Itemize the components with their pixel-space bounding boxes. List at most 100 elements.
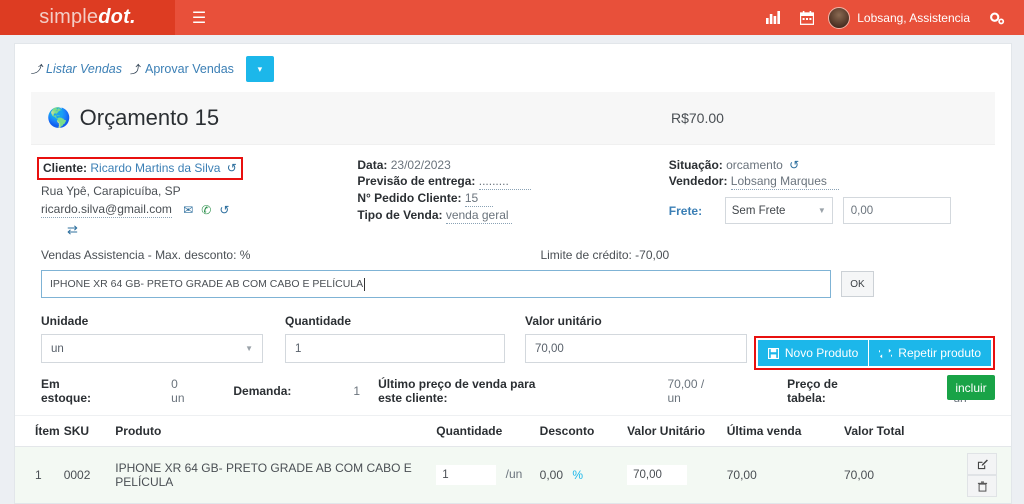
col-header-item: Ítem	[15, 416, 64, 447]
client-name-link[interactable]: Ricardo Martins da Silva	[90, 161, 221, 175]
breadcrumb-label: Aprovar Vendas	[144, 62, 234, 76]
product-fields-row: Unidade un ▼ Quantidade 1 Valor unitário…	[15, 298, 1011, 363]
col-header-produto: Produto	[115, 416, 437, 447]
breadcrumb-item-listar-vendas[interactable]: ⤴ Listar Vendas	[31, 61, 122, 77]
delivery-forecast-row: Previsão de entrega: .........	[357, 173, 668, 190]
order-details-column: Data: 23/02/2023 Previsão de entrega: ..…	[357, 157, 668, 238]
repetir-produto-button[interactable]: Repetir produto	[868, 340, 991, 366]
items-table: Ítem SKU Produto Quantidade Desconto Val…	[15, 416, 1011, 503]
cell-produto: IPHONE XR 64 GB- PRETO GRADE AB COM CABO…	[115, 461, 412, 489]
row-discount-value[interactable]: 0,00	[539, 468, 564, 482]
repetir-produto-label: Repetir produto	[898, 346, 981, 360]
sale-type-value[interactable]: venda geral	[445, 207, 512, 224]
col-header-actions	[963, 416, 1011, 447]
search-ok-button[interactable]: OK	[841, 271, 874, 297]
document-total: R$70.00	[671, 110, 724, 126]
unit-price-input[interactable]: 70,00	[525, 334, 747, 363]
sale-type-label: Tipo de Venda:	[357, 208, 443, 222]
row-discount-unit: %	[572, 468, 584, 482]
table-price-label: Preço de tabela:	[787, 377, 838, 405]
novo-produto-label: Novo Produto	[784, 346, 859, 360]
cell-ultima-venda: 70,00	[726, 468, 757, 482]
freight-label: Frete:	[668, 203, 703, 218]
items-table-header-row: Ítem SKU Produto Quantidade Desconto Val…	[15, 416, 1011, 447]
history-icon[interactable]: ↺	[226, 161, 237, 175]
client-label: Cliente:	[43, 161, 88, 175]
breadcrumb-dropdown-button[interactable]: ▾	[245, 56, 274, 82]
client-order-number-row: N° Pedido Cliente: 15	[357, 190, 668, 207]
situation-row: Situação: orcamento ↺	[669, 157, 995, 173]
row-unit-value-input[interactable]: 70,00	[627, 465, 688, 485]
quantity-input[interactable]: 1	[285, 334, 505, 363]
freight-select[interactable]: Sem Frete ▼	[724, 197, 833, 224]
cell-valor-total: 70,00	[844, 468, 875, 482]
product-search-input[interactable]: IPHONE XR 64 GB- PRETO GRADE AB COM CABO…	[41, 270, 831, 298]
avatar[interactable]	[828, 6, 851, 29]
table-row: 1 0002 IPHONE XR 64 GB- PRETO GRADE AB C…	[15, 446, 1011, 504]
client-email-row: ricardo.silva@gmail.com ✉ ✆ ↺	[41, 201, 357, 218]
unit-select-value: un	[51, 342, 64, 355]
unit-select[interactable]: un ▼	[41, 334, 263, 363]
quantity-field: Quantidade 1	[285, 314, 505, 363]
product-search-row: IPHONE XR 64 GB- PRETO GRADE AB COM CABO…	[15, 262, 1011, 298]
seller-row: Vendedor: Lobsang Marques	[669, 173, 995, 190]
client-info-column: Cliente: Ricardo Martins da Silva ↺ Rua …	[31, 157, 357, 238]
content-panel: ⤴ Listar Vendas ⤴ Aprovar Vendas ▾ 🌎 Orç…	[14, 43, 1012, 504]
freight-row: Frete: Sem Frete ▼ 0,00	[669, 197, 995, 224]
order-date-row: Data: 23/02/2023	[357, 157, 668, 173]
incluir-button[interactable]: incluir	[947, 375, 995, 400]
order-info-row: Cliente: Ricardo Martins da Silva ↺ Rua …	[15, 145, 1011, 242]
breadcrumb-label: Listar Vendas	[46, 62, 122, 76]
cell-item: 1	[35, 468, 42, 482]
client-address: Rua Ypê, Carapicuíba, SP	[41, 184, 181, 198]
max-discount-label: Vendas Assistencia - Max. desconto: %	[41, 248, 251, 262]
freight-value-input[interactable]: 0,00	[842, 197, 951, 224]
product-search-value: IPHONE XR 64 GB- PRETO GRADE AB COM CABO…	[50, 278, 364, 290]
hamburger-icon[interactable]: ☰	[191, 9, 207, 27]
app-logo[interactable]: simple dot.	[0, 0, 175, 35]
edit-pencil-icon[interactable]	[967, 453, 997, 475]
whatsapp-icon[interactable]: ✆	[201, 202, 212, 217]
top-navbar: simple dot. ☰ Lobsang, Assistencia	[0, 0, 1024, 35]
seller-label: Vendedor:	[668, 174, 728, 188]
status-column: Situação: orcamento ↺ Vendedor: Lobsang …	[669, 157, 995, 238]
breadcrumb-item-aprovar-vendas[interactable]: ⤴ Aprovar Vendas	[130, 61, 234, 77]
freight-select-value: Sem Frete	[731, 204, 786, 217]
situation-value: orcamento	[726, 158, 783, 172]
page-title: 🌎 Orçamento 15	[31, 105, 671, 131]
history-icon[interactable]: ↺	[789, 158, 800, 172]
trash-icon[interactable]	[967, 475, 997, 497]
col-header-valor-total: Valor Total	[844, 416, 963, 447]
logo-text-bold: dot.	[98, 6, 136, 28]
gears-icon[interactable]	[980, 0, 1014, 35]
chart-bar-icon[interactable]	[756, 0, 790, 35]
col-header-ultima-venda: Última venda	[726, 416, 844, 447]
row-quantity-input[interactable]: 1	[436, 465, 497, 485]
cell-sku: 0002	[63, 468, 91, 482]
envelope-icon[interactable]: ✉	[183, 202, 194, 217]
novo-produto-button[interactable]: Novo Produto	[757, 340, 869, 366]
col-header-desconto: Desconto	[539, 416, 628, 447]
page-body: ⤴ Listar Vendas ⤴ Aprovar Vendas ▾ 🌎 Orç…	[0, 35, 1024, 504]
client-contact-icons: ✉ ✆ ↺	[180, 202, 229, 218]
seller-value[interactable]: Lobsang Marques	[730, 173, 839, 190]
client-name-highlight: Cliente: Ricardo Martins da Silva ↺	[37, 157, 243, 180]
chevron-down-icon: ▼	[245, 344, 253, 353]
save-icon	[767, 347, 779, 359]
exchange-icon[interactable]: ⇄	[67, 222, 78, 237]
col-header-valor-unitario: Valor Unitário	[627, 416, 727, 447]
delivery-forecast-value[interactable]: .........	[478, 173, 531, 190]
quantity-label: Quantidade	[285, 314, 352, 328]
unit-label: Unidade	[41, 314, 89, 328]
history-icon[interactable]: ↺	[219, 202, 230, 217]
unit-price-input-value: 70,00	[535, 342, 564, 355]
quantity-input-value: 1	[295, 342, 302, 355]
reply-arrow-icon: ⤴	[31, 64, 42, 76]
situation-label: Situação:	[668, 158, 723, 172]
client-order-number-label: N° Pedido Cliente:	[357, 191, 462, 205]
cell-actions	[963, 447, 1011, 504]
client-order-number-value[interactable]: 15	[464, 190, 493, 207]
calendar-icon[interactable]	[790, 0, 824, 35]
user-name-label[interactable]: Lobsang, Assistencia	[857, 10, 970, 25]
demand-label: Demanda:	[233, 384, 292, 398]
